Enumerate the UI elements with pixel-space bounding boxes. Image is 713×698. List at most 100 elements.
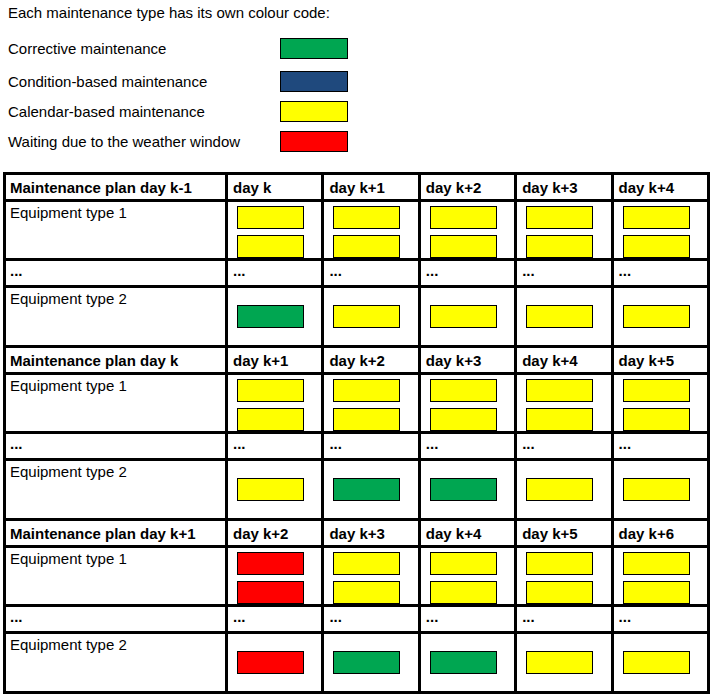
schedule-cell — [614, 461, 707, 518]
schedule-cell — [228, 548, 321, 604]
maintenance-box-calendar-based — [333, 305, 400, 328]
maintenance-box-calendar-based — [526, 305, 593, 328]
maintenance-box-calendar-based — [430, 408, 497, 431]
ellipsis-cell: ... — [324, 434, 417, 458]
schedule-cell — [421, 375, 514, 431]
schedule-cell — [228, 288, 321, 345]
column-header: day k+3 — [421, 348, 514, 372]
ellipsis-cell: ... — [228, 261, 321, 285]
column-header: day k+3 — [517, 175, 610, 199]
schedule-cell — [324, 375, 417, 431]
legend-item: Condition-based maintenance — [0, 71, 713, 93]
legend-swatch-corrective — [280, 38, 348, 59]
maintenance-box-calendar-based — [526, 235, 593, 258]
schedule-cell — [228, 461, 321, 518]
legend-swatch-condition-based — [280, 71, 348, 92]
ellipsis-cell: ... — [228, 434, 321, 458]
schedule-cell — [421, 634, 514, 691]
table-title: Maintenance plan day k-1 — [6, 175, 225, 199]
ellipsis-cell: ... — [517, 607, 610, 631]
maintenance-box-calendar-based — [526, 206, 593, 229]
legend-item-label: Corrective maintenance — [8, 38, 166, 60]
schedule-cell — [517, 202, 610, 258]
maintenance-box-calendar-based — [526, 478, 593, 501]
table-title: Maintenance plan day k — [6, 348, 225, 372]
maintenance-box-calendar-based — [623, 651, 690, 674]
maintenance-box-calendar-based — [430, 379, 497, 402]
ellipsis-cell: ... — [324, 607, 417, 631]
ellipsis-cell: ... — [614, 607, 707, 631]
maintenance-box-weather-waiting — [237, 552, 304, 575]
schedule-cell — [421, 548, 514, 604]
maintenance-box-calendar-based — [623, 552, 690, 575]
maintenance-box-weather-waiting — [237, 651, 304, 674]
ellipsis-cell: ... — [324, 261, 417, 285]
column-header: day k+3 — [324, 521, 417, 545]
maintenance-box-calendar-based — [237, 379, 304, 402]
maintenance-box-calendar-based — [623, 408, 690, 431]
equipment-label: Equipment type 1 — [6, 548, 225, 604]
column-header: day k — [228, 175, 321, 199]
maintenance-box-corrective — [430, 478, 497, 501]
maintenance-box-calendar-based — [237, 408, 304, 431]
schedule-cell — [324, 548, 417, 604]
legend-item: Corrective maintenance — [0, 38, 713, 60]
schedule-cell — [517, 461, 610, 518]
column-header: day k+4 — [421, 521, 514, 545]
schedule-cell — [517, 548, 610, 604]
schedule-cell — [517, 375, 610, 431]
ellipsis-cell: ... — [228, 607, 321, 631]
ellipsis-label: ... — [6, 434, 225, 458]
schedule-cell — [228, 202, 321, 258]
legend-item-label: Waiting due to the weather window — [8, 131, 240, 153]
maintenance-box-calendar-based — [623, 206, 690, 229]
schedule-cell — [614, 634, 707, 691]
maintenance-box-calendar-based — [237, 206, 304, 229]
legend-item-label: Calendar-based maintenance — [8, 101, 205, 123]
schedule-cell — [228, 375, 321, 431]
ellipsis-cell: ... — [614, 261, 707, 285]
schedule-cell — [421, 461, 514, 518]
maintenance-box-calendar-based — [526, 552, 593, 575]
maintenance-box-calendar-based — [623, 581, 690, 604]
schedule-cell — [421, 288, 514, 345]
maintenance-box-calendar-based — [430, 305, 497, 328]
legend-item-label: Condition-based maintenance — [8, 71, 207, 93]
maintenance-box-weather-waiting — [237, 581, 304, 604]
schedule-cell — [614, 548, 707, 604]
maintenance-box-corrective — [333, 478, 400, 501]
ellipsis-cell: ... — [517, 434, 610, 458]
ellipsis-cell: ... — [517, 261, 610, 285]
schedule-cell — [614, 375, 707, 431]
maintenance-box-calendar-based — [526, 379, 593, 402]
maintenance-box-calendar-based — [526, 651, 593, 674]
maintenance-box-calendar-based — [333, 581, 400, 604]
column-header: day k+5 — [517, 521, 610, 545]
maintenance-box-calendar-based — [333, 552, 400, 575]
ellipsis-cell: ... — [614, 434, 707, 458]
maintenance-box-calendar-based — [333, 206, 400, 229]
legend-swatch-weather-waiting — [280, 131, 348, 152]
schedule-cell — [228, 634, 321, 691]
maintenance-box-calendar-based — [237, 235, 304, 258]
maintenance-box-corrective — [430, 651, 497, 674]
maintenance-box-calendar-based — [623, 305, 690, 328]
equipment-label: Equipment type 2 — [6, 461, 225, 518]
table-title: Maintenance plan day k+1 — [6, 521, 225, 545]
maintenance-box-calendar-based — [526, 581, 593, 604]
column-header: day k+1 — [324, 175, 417, 199]
maintenance-box-calendar-based — [333, 235, 400, 258]
equipment-label: Equipment type 2 — [6, 634, 225, 691]
schedule-cell — [614, 202, 707, 258]
maintenance-box-calendar-based — [430, 206, 497, 229]
column-header: day k+2 — [421, 175, 514, 199]
maintenance-box-calendar-based — [333, 379, 400, 402]
column-header: day k+1 — [228, 348, 321, 372]
column-header: day k+6 — [614, 521, 707, 545]
ellipsis-cell: ... — [421, 261, 514, 285]
schedule-cell — [517, 634, 610, 691]
schedule-cell — [421, 202, 514, 258]
ellipsis-cell: ... — [421, 434, 514, 458]
maintenance-box-calendar-based — [623, 235, 690, 258]
schedule-cell — [614, 288, 707, 345]
